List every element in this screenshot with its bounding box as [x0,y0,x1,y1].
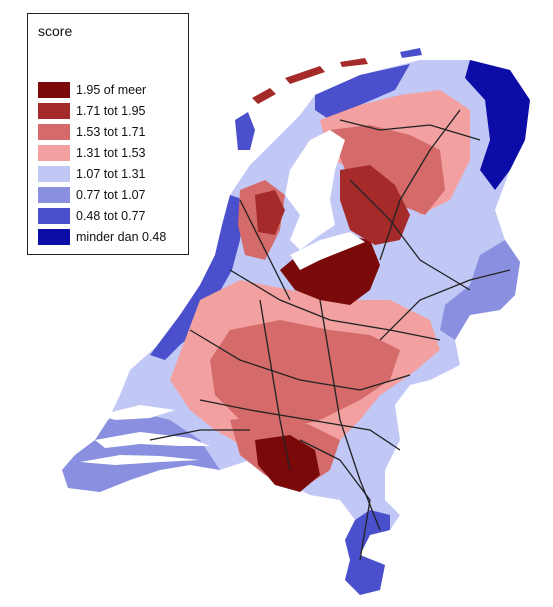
region-north-blue [315,64,410,120]
ijsselmeer-water [285,130,345,250]
legend-item: minder dan 0.48 [38,227,166,246]
legend-swatch [38,81,70,98]
legend-label: 0.48 tot 0.77 [76,208,146,223]
region-limburg-blue [345,510,390,595]
legend-swatch [38,228,70,245]
legend-swatch [38,165,70,182]
legend-swatch [38,102,70,119]
legend-swatch [38,123,70,140]
legend-label: 1.71 tot 1.95 [76,103,146,118]
region-westcoast-blue [150,195,245,360]
region-brabant-darkred [255,435,320,492]
road-network [149,109,511,561]
legend-title: score [38,23,73,39]
zeeland-inlet-water-2 [80,455,200,465]
legend-item: 1.95 of meer [38,80,146,99]
legend-label: 1.53 tot 1.71 [76,124,146,139]
legend-swatch [38,186,70,203]
legend-item: 1.07 tot 1.31 [38,164,146,183]
wadden-island-schiermonnikoog [400,48,422,58]
region-east-blue [440,240,520,340]
legend-swatch [38,207,70,224]
legend-item: 1.31 tot 1.53 [38,143,146,162]
legend-label: 1.95 of meer [76,82,147,97]
markermeer-water [290,232,365,270]
region-zeeland-blue [62,410,220,492]
region-northholland-darkred [255,190,285,235]
wadden-island-vlieland [252,88,276,104]
legend-label: minder dan 0.48 [76,229,167,244]
legend-label: 1.31 tot 1.53 [76,145,146,160]
legend-item: 1.71 tot 1.95 [38,101,146,120]
legend-label: 1.07 tot 1.31 [76,166,146,181]
legend-item: 1.53 tot 1.71 [38,122,146,141]
region-friesland-red [330,125,445,215]
wadden-island-texel [235,112,255,150]
legend-item: 0.77 tot 1.07 [38,185,146,204]
region-northeast-dark [465,60,530,190]
map-legend: score 1.95 of meer 1.71 tot 1.95 1.53 to… [27,13,189,255]
region-central-red [210,320,400,430]
legend-swatch [38,144,70,161]
wadden-island-terschelling [285,66,325,84]
wadden-island-ameland [340,58,368,67]
legend-label: 0.77 tot 1.07 [76,187,146,202]
legend-item: 0.48 tot 0.77 [38,206,146,225]
zeeland-inlet-water-3 [100,405,175,420]
